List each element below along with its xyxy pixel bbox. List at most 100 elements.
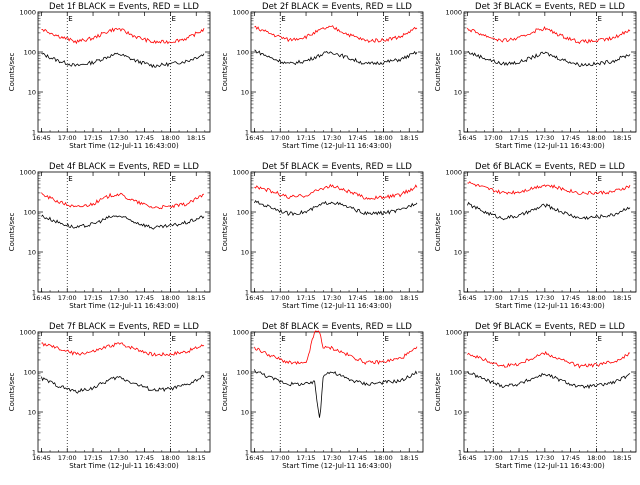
x-axis-label: Start Time (12-Jul-11 16:43:00) [69,302,179,310]
x-axis-label: Start Time (12-Jul-11 16:43:00) [495,302,605,310]
y-tick-label: 100 [237,49,249,57]
x-tick-label: 16:45 [32,294,51,302]
plot-frame [37,331,211,453]
e-marker: E [597,175,601,183]
plot-frame [250,11,424,133]
panel-2: Det 2f BLACK = Events, RED = LLD 1 10 100 10… [221,2,424,150]
x-tick-label: 18:15 [187,294,206,302]
x-tick-label: 18:15 [400,454,419,462]
x-tick-label: 17:30 [535,294,554,302]
x-tick-label: 18:00 [161,294,180,302]
e-marker: E [68,175,72,183]
lld-series-line [254,25,418,43]
events-series-line [41,52,205,69]
x-tick-label: 18:15 [613,134,632,142]
plot-frame [463,11,637,133]
x-tick-label: 16:45 [458,294,477,302]
x-tick-label: 16:45 [32,134,51,142]
panel-title: Det 9f BLACK = Events, RED = LLD [475,322,625,332]
x-tick-label: 17:30 [535,134,554,142]
x-tick-label: 18:15 [400,134,419,142]
e-marker: E [68,15,72,23]
events-series-line [467,201,631,221]
e-marker: E [494,175,498,183]
y-tick-label: 1000 [232,169,249,177]
plot-frame [463,171,637,293]
y-tick-label: 1000 [19,9,36,17]
events-series-line [254,369,418,418]
x-tick-label: 17:00 [484,454,503,462]
panel-1: Det 1f BLACK = Events, RED = LLD 1 10 100 10… [8,2,211,150]
x-tick-label: 17:45 [135,454,154,462]
y-tick-label: 10 [454,89,462,97]
plot-frame [250,171,424,293]
events-series-line [41,214,205,230]
x-tick-label: 18:00 [587,454,606,462]
plot-frame [37,171,211,293]
x-tick-label: 16:45 [458,134,477,142]
x-tick-label: 18:15 [400,294,419,302]
y-tick-label: 100 [237,209,249,217]
x-tick-label: 17:45 [561,134,580,142]
panel-title: Det 1f BLACK = Events, RED = LLD [49,2,199,12]
y-tick-label: 1000 [445,329,462,337]
y-axis-label: Counts/sec [8,373,16,412]
x-tick-label: 17:30 [109,294,128,302]
x-tick-label: 17:00 [271,454,290,462]
x-tick-label: 17:15 [510,294,529,302]
x-tick-label: 18:00 [374,134,393,142]
panel-title: Det 7f BLACK = Events, RED = LLD [49,322,199,332]
y-tick-label: 1 [245,449,249,457]
y-tick-label: 1 [32,129,36,137]
events-series-line [467,51,631,67]
panel-9: Det 9f BLACK = Events, RED = LLD 1 10 100 10… [434,322,637,470]
y-axis-label: Counts/sec [434,213,442,252]
y-tick-label: 1 [458,449,462,457]
x-tick-label: 17:45 [348,134,367,142]
x-tick-label: 17:00 [58,134,77,142]
x-tick-label: 16:45 [32,454,51,462]
y-tick-label: 10 [28,409,36,417]
x-tick-label: 17:00 [58,294,77,302]
x-axis-label: Start Time (12-Jul-11 16:43:00) [495,142,605,150]
x-tick-label: 17:00 [484,134,503,142]
x-axis-label: Start Time (12-Jul-11 16:43:00) [495,462,605,470]
y-tick-label: 1 [245,129,249,137]
x-tick-label: 17:15 [84,134,103,142]
x-tick-label: 16:45 [245,294,264,302]
panel-5: Det 5f BLACK = Events, RED = LLD 1 10 100 10… [221,162,424,310]
x-tick-label: 17:15 [84,294,103,302]
panel-8: Det 8f BLACK = Events, RED = LLD 1 10 100 10… [221,322,424,470]
y-axis-label: Counts/sec [8,213,16,252]
lld-series-line [254,183,418,200]
e-marker: E [171,175,175,183]
x-tick-label: 17:30 [109,134,128,142]
x-tick-label: 18:00 [374,294,393,302]
x-tick-label: 18:00 [587,294,606,302]
y-axis-label: Counts/sec [434,373,442,412]
y-tick-label: 10 [241,409,249,417]
y-tick-label: 10 [241,89,249,97]
x-tick-label: 17:45 [348,454,367,462]
y-tick-label: 1 [32,289,36,297]
lld-series-line [467,25,631,45]
y-tick-label: 1 [458,129,462,137]
x-tick-label: 18:15 [187,134,206,142]
panel-3: Det 3f BLACK = Events, RED = LLD 1 10 100 10… [434,2,637,150]
panel-4: Det 4f BLACK = Events, RED = LLD 1 10 100 10… [8,162,211,310]
y-tick-label: 100 [24,209,36,217]
plot-frame [250,331,424,453]
e-marker: E [384,175,388,183]
panel-title: Det 4f BLACK = Events, RED = LLD [49,162,199,172]
x-tick-label: 17:45 [561,454,580,462]
x-tick-label: 17:45 [135,134,154,142]
y-axis-label: Counts/sec [221,213,229,252]
y-axis-label: Counts/sec [8,53,16,92]
events-series-line [467,371,631,390]
x-tick-label: 17:30 [322,454,341,462]
y-axis-label: Counts/sec [221,53,229,92]
x-tick-label: 17:00 [484,294,503,302]
x-tick-label: 18:00 [161,134,180,142]
x-tick-label: 17:30 [322,134,341,142]
e-marker: E [281,175,285,183]
